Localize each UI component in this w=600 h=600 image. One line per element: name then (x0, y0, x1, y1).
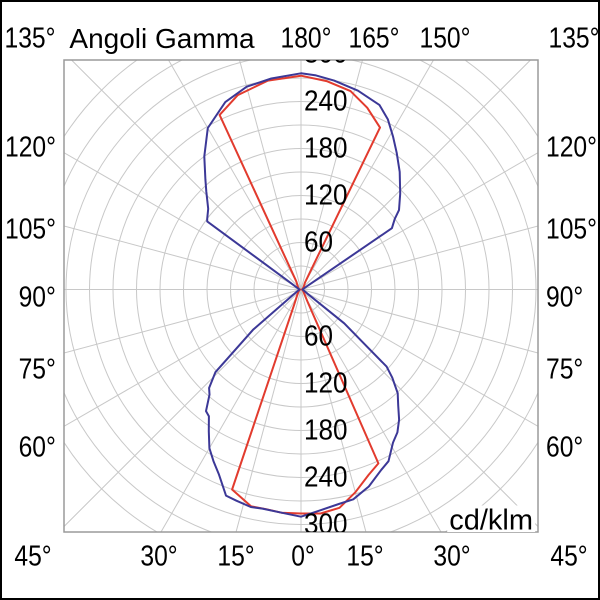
angle-label-top: 150° (419, 22, 471, 55)
angle-label-right: 75° (546, 353, 584, 386)
angle-gridline (64, 289, 302, 354)
page-title: Angoli Gamma (69, 23, 255, 54)
angle-label-left: 105° (5, 213, 56, 246)
angle-gridline (300, 60, 435, 290)
angle-label-top: 165° (348, 22, 400, 55)
angle-gridline (300, 289, 442, 532)
curve-plane-C0-C180 (218, 74, 381, 515)
angle-gridline (160, 289, 302, 532)
angle-gridline (64, 289, 302, 427)
angle-label-right: 90° (546, 281, 584, 314)
angle-label-bottom: 15° (217, 540, 255, 573)
curve-plane-C90-C270 (203, 72, 402, 518)
angle-gridline (167, 60, 302, 290)
angle-gridline (70, 60, 302, 290)
angle-gridline (235, 289, 302, 532)
plot-border (63, 59, 539, 533)
angle-gridline (239, 60, 302, 290)
angle-gridline (300, 289, 367, 532)
angle-gridline (300, 60, 363, 290)
angle-label-right: 60° (546, 431, 584, 464)
angle-gridline (64, 152, 302, 290)
angle-gridline (64, 289, 302, 528)
angle-label-right: 105° (546, 213, 597, 246)
angle-gridline (64, 225, 302, 290)
angle-gridline (300, 289, 538, 427)
angle-label-bottom: 30° (433, 540, 471, 573)
angle-label-bottom: 30° (140, 540, 178, 573)
angle-label-top: 180° (280, 22, 332, 55)
angle-label-left: 120° (5, 131, 56, 164)
angle-gridline (300, 60, 532, 290)
angle-label-top: 135° (4, 22, 56, 55)
angle-label-right: 120° (546, 131, 597, 164)
angle-label-bottom: 45° (550, 540, 588, 573)
angle-label-bottom: 0° (291, 540, 315, 573)
angle-label-bottom: 15° (346, 540, 384, 573)
angle-gridline (300, 225, 538, 290)
angle-gridline (300, 289, 538, 528)
angle-label-bottom: 45° (14, 540, 52, 573)
angle-label-left: 75° (18, 353, 56, 386)
angle-gridline (300, 289, 538, 354)
angle-label-left: 90° (18, 281, 56, 314)
angle-label-left: 60° (18, 431, 56, 464)
angle-label-top: 135° (548, 22, 600, 55)
angle-gridline (300, 152, 538, 290)
